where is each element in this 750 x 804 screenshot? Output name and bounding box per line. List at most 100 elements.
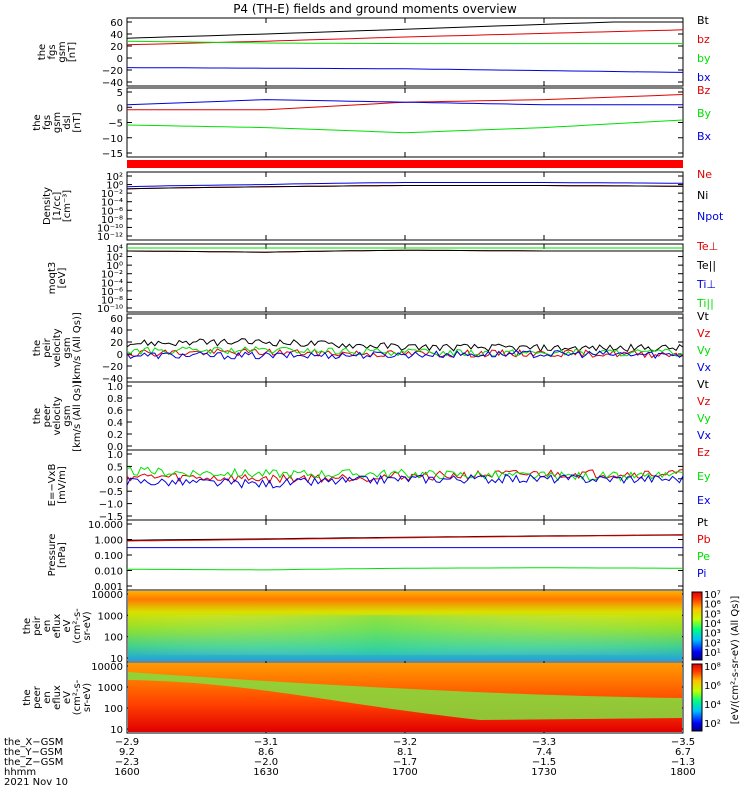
legend-Pb: Pb xyxy=(697,533,711,546)
legend-by: by xyxy=(697,52,711,65)
y-tick-label: 10 xyxy=(110,725,123,736)
series-line-Vt xyxy=(126,338,684,353)
y-tick-label: 10000 xyxy=(91,662,123,673)
colorbar-tick-label: 10⁷ xyxy=(704,590,721,601)
series-line-Te|| xyxy=(126,249,683,253)
legend-Vy: Vy xyxy=(697,412,711,425)
y-axis-label: [cm⁻³] xyxy=(62,190,73,222)
z-gsm-value: −2.3 xyxy=(115,757,139,768)
legend-bx: bx xyxy=(697,71,711,84)
legend-Ti||: Ti|| xyxy=(696,297,714,310)
y-tick-label: 40 xyxy=(110,30,123,41)
y-tick-label: 1000 xyxy=(98,611,123,622)
x-row-label: the_Y−GSM xyxy=(4,747,63,758)
y-tick-label: −40 xyxy=(102,78,123,89)
legend-Ne: Ne xyxy=(697,168,712,181)
panel-peer_spectrogram: 10000 1000 100 10 the peer en eflux eV (cm²-s-sr-… xyxy=(22,661,684,736)
hhmm-value: 1800 xyxy=(670,767,695,778)
series-line-By xyxy=(126,119,684,134)
series-line-Npot xyxy=(126,182,684,188)
x-gsm-value: −3.3 xyxy=(532,737,556,748)
y-axis-label: [nPa] xyxy=(57,542,68,568)
colorbar-tick-label: 10⁸ xyxy=(704,662,721,673)
plot-title: P4 (TH-E) fields and ground moments over… xyxy=(233,2,517,16)
y-tick-label: 0.001 xyxy=(94,582,123,593)
colorbar-label: [eV/(cm²-s-sr-eV) (All Qs)] xyxy=(730,596,741,725)
legend-By: By xyxy=(697,107,712,120)
y-tick-label: 0.2 xyxy=(107,430,123,441)
y-tick-label: 1000 xyxy=(98,683,123,694)
y-gsm-value: 8.1 xyxy=(397,747,413,758)
y-tick-label: −5 xyxy=(108,119,123,130)
y-tick-label: 5 xyxy=(117,88,123,99)
panel-frame xyxy=(126,87,684,158)
y-tick-label: 10⁻¹⁰ xyxy=(97,223,123,234)
y-tick-label: 10⁴ xyxy=(106,244,123,255)
legend-Vz: Vz xyxy=(697,395,711,408)
colorbar-tick-label: 10⁶ xyxy=(704,600,721,611)
legend-Ni: Ni xyxy=(697,189,708,202)
z-gsm-value: −2.0 xyxy=(254,757,278,768)
y-tick-label: 10⁻² xyxy=(101,189,123,200)
colorbar-tick-label: 10⁴ xyxy=(704,619,721,630)
series-line-Vz xyxy=(127,348,684,359)
legend-Bx: Bx xyxy=(697,130,712,143)
colorbar-tick-label: 10³ xyxy=(704,629,721,640)
x-gsm-value: −3.5 xyxy=(671,737,695,748)
legend-Npot: Npot xyxy=(697,210,724,223)
colorbar-tick-label: 10⁵ xyxy=(704,609,721,620)
y-axis-label: moqt3 xyxy=(47,262,58,295)
y-axis-label: (cm²-s- xyxy=(72,608,83,644)
y-tick-label: 10⁻¹⁰ xyxy=(97,304,123,315)
y-tick-label: 0.0 xyxy=(107,442,123,453)
y-axis-label: dsl xyxy=(62,115,73,129)
series-line-Vx xyxy=(126,349,684,360)
series-line-Ez xyxy=(126,469,684,484)
y-axis-label: [km/s (All Qs)] xyxy=(72,312,83,384)
series-line-Ex xyxy=(126,473,684,489)
y-axis-label: sr-eV) xyxy=(82,683,93,712)
y-tick-label: 60 xyxy=(110,18,123,29)
y-tick-label: 0.100 xyxy=(94,551,123,562)
panel-frame xyxy=(126,243,684,313)
legend-Ez: Ez xyxy=(697,446,710,459)
y-axis-label: gsm xyxy=(52,112,63,133)
series-line-bx xyxy=(126,67,684,73)
series-line-Ni xyxy=(126,185,684,190)
hhmm-value: 1700 xyxy=(392,767,417,778)
y-tick-label: 10⁻⁶ xyxy=(101,287,123,298)
series-line-Bt xyxy=(126,21,683,39)
y-axis-label: E=−VxB xyxy=(47,464,58,507)
spectrogram-band xyxy=(128,615,682,655)
y-tick-label: 10⁰ xyxy=(106,181,123,192)
y-tick-label: 10² xyxy=(106,172,123,183)
y-axis-label: fgs xyxy=(42,115,53,130)
y-tick-label: 100 xyxy=(104,704,123,715)
y-axis-label: eflux xyxy=(52,685,63,710)
series-line-Bx xyxy=(126,99,683,106)
y-axis-label: [km/s (All Qs)] xyxy=(72,380,83,452)
y-axis-label: sr-eV) xyxy=(82,611,93,640)
y-axis-label: [nT] xyxy=(72,112,83,132)
y-gsm-value: 6.7 xyxy=(675,747,691,758)
y-tick-label: 10⁻⁸ xyxy=(101,215,123,226)
y-tick-label: 100 xyxy=(104,633,123,644)
y-axis-label: Pressure xyxy=(47,534,58,577)
y-axis-label: en xyxy=(42,691,53,704)
y-tick-label: 10⁰ xyxy=(106,261,123,272)
y-axis-label: the xyxy=(22,618,33,634)
y-axis-label: gsm xyxy=(62,337,73,358)
panel-frame xyxy=(126,381,684,451)
y-axis-label: [1/cc] xyxy=(52,192,63,221)
y-tick-label: 10² xyxy=(106,253,123,264)
colorbar-gradient xyxy=(691,591,703,661)
x-row-label: 2021 Nov 10 xyxy=(4,777,68,788)
hhmm-value: 1600 xyxy=(114,767,139,778)
y-axis-label: the xyxy=(32,114,43,130)
colorbar-tick-label: 10⁴ xyxy=(704,700,721,711)
y-tick-label: 0.8 xyxy=(107,394,123,405)
y-axis-label: eflux xyxy=(52,614,63,639)
